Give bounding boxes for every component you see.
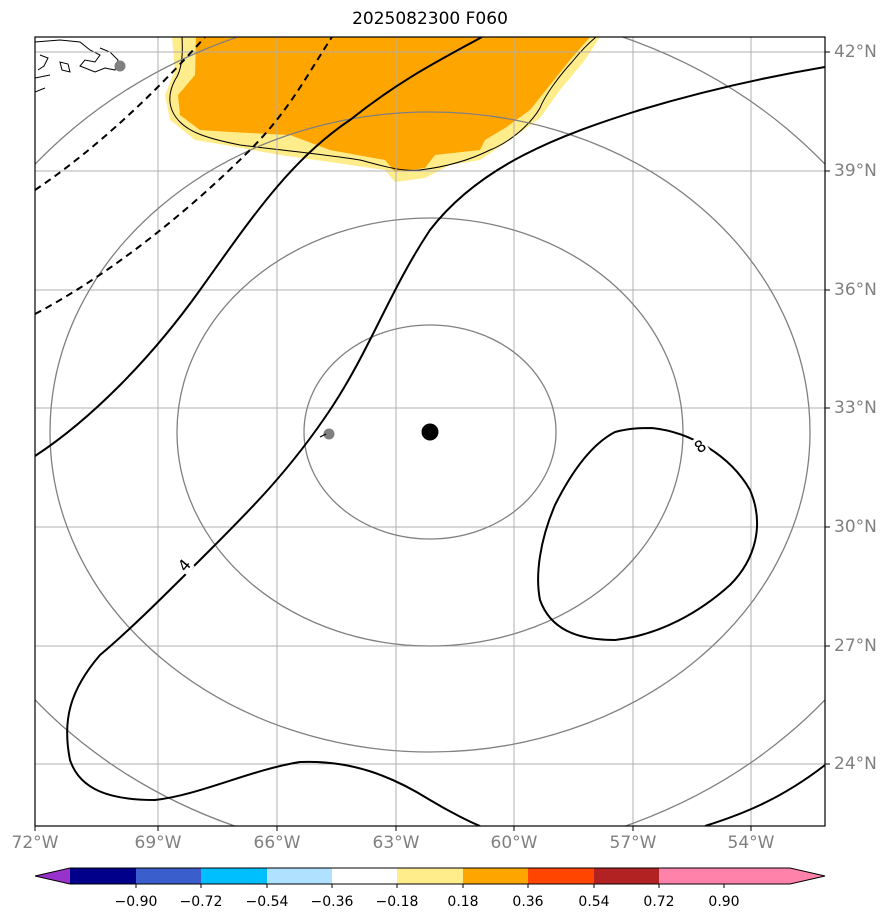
colorbar-tick-label: 0.90 xyxy=(708,894,740,910)
colorbar-segment xyxy=(528,868,594,884)
colorbar-tick-label: −0.18 xyxy=(375,894,419,910)
colorbar-tick-label: −0.90 xyxy=(114,894,158,910)
lon-label-66w: 66°W xyxy=(253,833,301,853)
map-title: 2025082300 F060 xyxy=(352,9,508,29)
lon-label-54w: 54°W xyxy=(727,833,775,853)
lon-label-63w: 63°W xyxy=(372,833,420,853)
colorbar-segment xyxy=(267,868,332,884)
lat-label-27n: 27°N xyxy=(834,636,877,656)
coastline xyxy=(169,37,597,171)
secondary-marker-tick xyxy=(319,433,327,438)
colorbar-segment xyxy=(136,868,201,884)
colorbar-tick-label: −0.54 xyxy=(245,894,289,910)
colorbar-tick-label: −0.72 xyxy=(179,894,223,910)
secondary-marker xyxy=(323,428,335,440)
map-frame xyxy=(34,36,826,827)
colorbar-segment xyxy=(659,868,724,884)
range-rings xyxy=(35,37,825,826)
lon-label-72w: 72°W xyxy=(11,833,59,853)
colorbar-tick-label: −0.36 xyxy=(310,894,354,910)
colorbar-segment xyxy=(332,868,397,884)
colorbar-tick-label: 0.54 xyxy=(578,894,610,910)
lon-label-69w: 69°W xyxy=(134,833,182,853)
contour-label-4: 4 xyxy=(173,554,195,576)
lat-label-39n: 39°N xyxy=(834,161,877,181)
lat-label-30n: 30°N xyxy=(834,517,877,537)
solid-contours xyxy=(35,37,825,826)
lat-label-42n: 42°N xyxy=(834,42,877,62)
coast-marker xyxy=(114,60,126,72)
colorbar-extend-high xyxy=(724,868,825,884)
coastline-cape xyxy=(35,39,119,93)
colorbar-tick-label: 0.18 xyxy=(447,894,479,910)
lat-label-36n: 36°N xyxy=(834,280,877,300)
colorbar xyxy=(34,867,826,888)
colorbar-segment xyxy=(70,868,136,884)
dashed-contours xyxy=(35,37,333,315)
colorbar-segment xyxy=(594,868,659,884)
lon-label-60w: 60°W xyxy=(490,833,538,853)
colorbar-segment xyxy=(463,868,528,884)
colorbar-tick-label: 0.36 xyxy=(512,894,544,910)
colorbar-extend-low xyxy=(35,868,70,884)
axis-ticks xyxy=(34,51,830,831)
lon-label-57w: 57°W xyxy=(609,833,657,853)
map-plot: 8 4 xyxy=(34,36,830,831)
colorbar-segment xyxy=(397,868,463,884)
colorbar-tick-label: 0.72 xyxy=(643,894,675,910)
lat-label-33n: 33°N xyxy=(834,398,877,418)
colorbar-outline xyxy=(34,867,826,885)
colorbar-segment xyxy=(201,868,267,884)
shaded-region-orange xyxy=(178,37,590,172)
lat-label-24n: 24°N xyxy=(834,754,877,774)
center-marker xyxy=(421,423,439,441)
